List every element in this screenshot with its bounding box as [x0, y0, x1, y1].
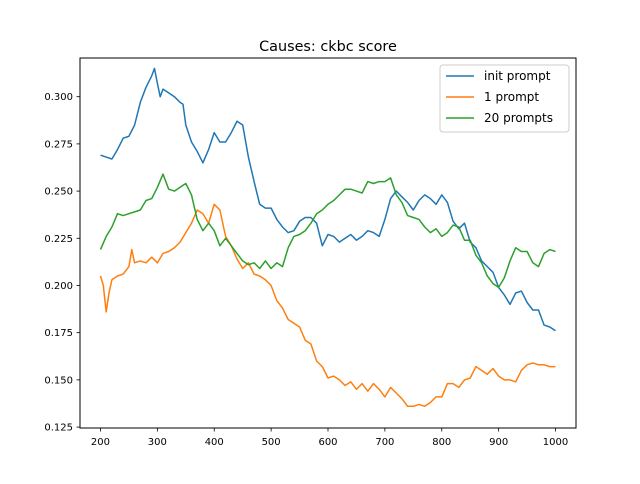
y-tick-label: 0.125	[44, 423, 73, 434]
y-tick-label: 0.225	[44, 234, 73, 245]
plot-area	[99, 67, 556, 408]
chart-title: Causes: ckbc score	[259, 39, 397, 55]
legend-label: init prompt	[484, 69, 551, 83]
legend-label: 1 prompt	[484, 90, 539, 104]
x-tick-label: 800	[432, 437, 451, 448]
plot-frame	[79, 57, 577, 429]
x-tick-label: 200	[91, 437, 110, 448]
x-tick-label: 600	[318, 437, 337, 448]
x-tick-label: 300	[148, 437, 167, 448]
x-tick-label: 500	[262, 437, 281, 448]
x-tick-label: 700	[375, 437, 394, 448]
series-line-1	[99, 203, 556, 408]
y-axis: 0.125 0.150 0.175 0.200 0.225 0.250 0.275 0.300	[44, 92, 80, 434]
y-tick-label: 0.150	[44, 375, 73, 386]
series-line-2	[99, 173, 556, 289]
y-tick-label: 0.250	[44, 187, 73, 198]
series-line-0	[100, 67, 556, 332]
x-tick-label: 1000	[543, 437, 568, 448]
legend: init prompt 1 prompt 20 prompts	[439, 64, 570, 133]
x-tick-label: 400	[205, 437, 224, 448]
y-tick-label: 0.175	[44, 328, 73, 339]
y-tick-label: 0.275	[44, 139, 73, 150]
legend-box	[439, 64, 570, 133]
y-tick-label: 0.200	[44, 281, 73, 292]
legend-label: 20 prompts	[484, 111, 553, 125]
y-tick-label: 0.300	[44, 92, 73, 103]
x-tick-label: 900	[489, 437, 508, 448]
x-axis: 200 300 400 500 600 700 800 900 1000	[91, 428, 568, 448]
